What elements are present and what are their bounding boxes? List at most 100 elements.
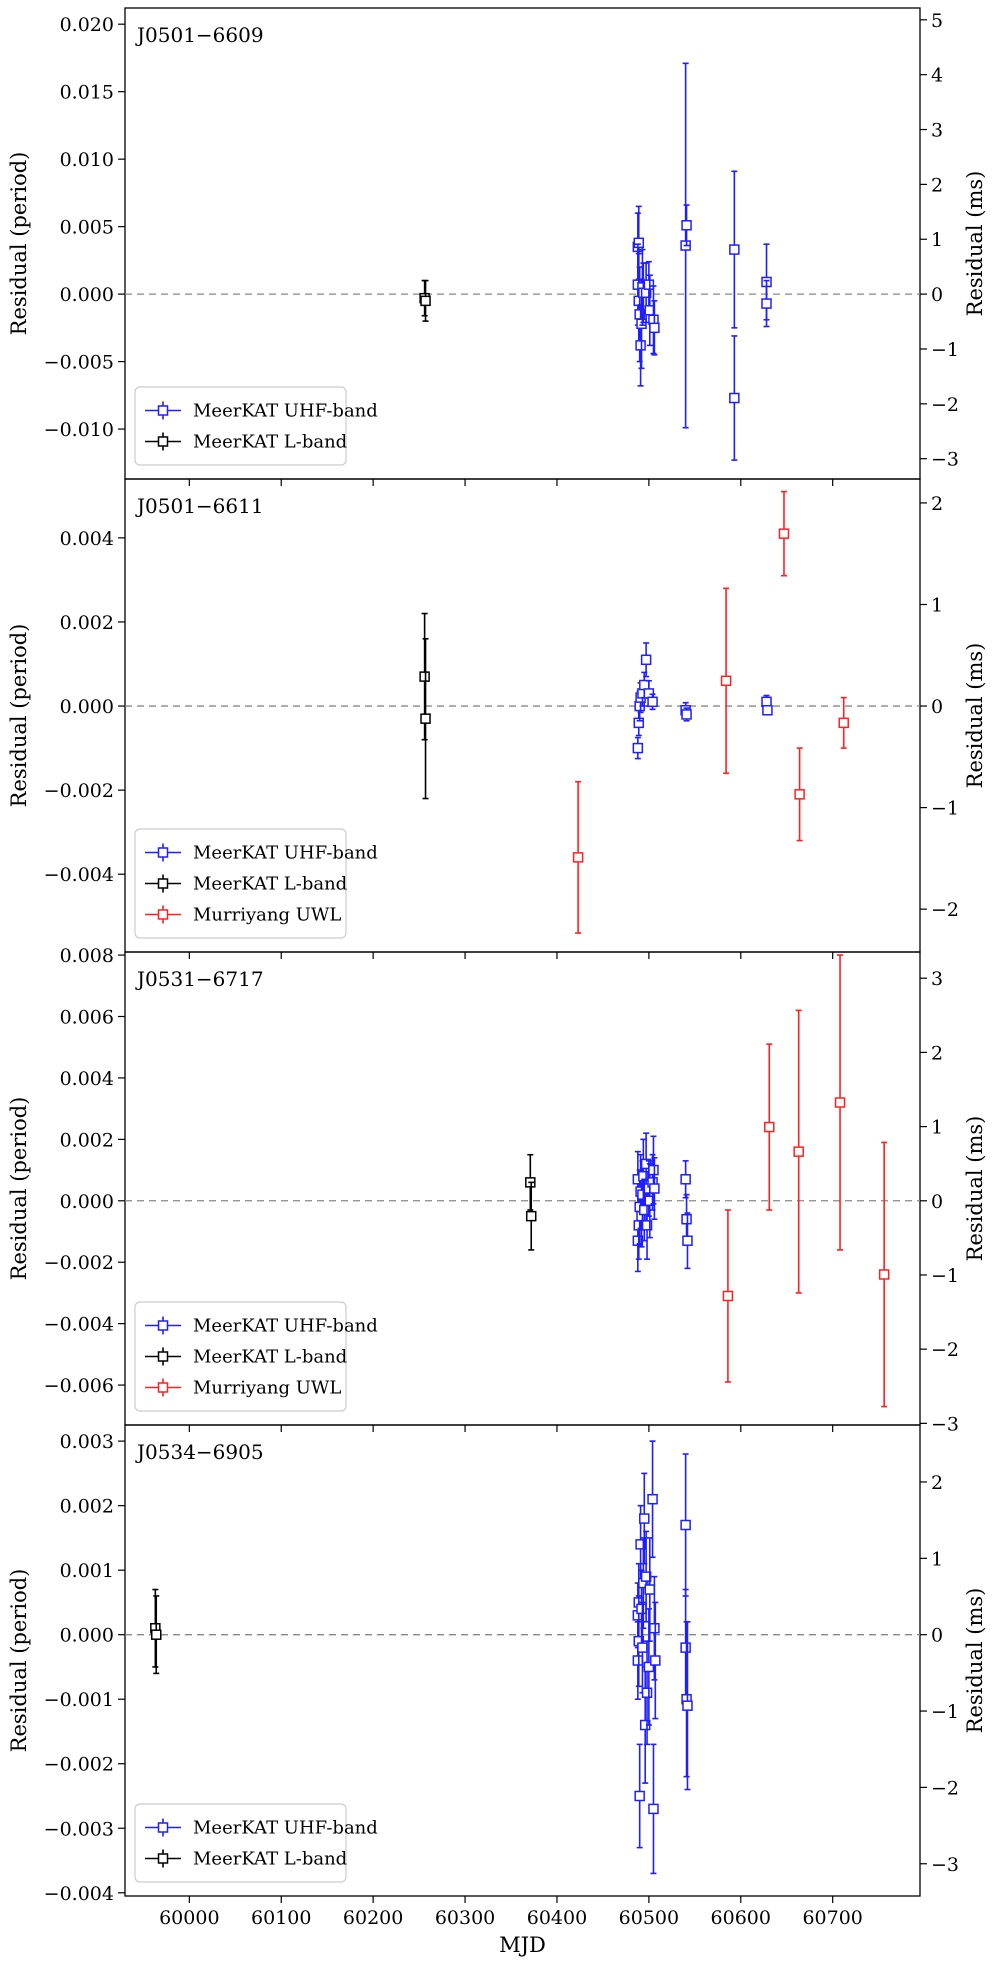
y-axis-label: Residual (period) — [7, 1569, 31, 1753]
data-marker — [641, 1687, 653, 1699]
right-tick-label: −3 — [931, 1854, 959, 1876]
data-marker — [420, 295, 431, 307]
data-marker — [636, 1603, 647, 1615]
data-marker — [634, 1790, 645, 1802]
right-tick-label: 4 — [931, 65, 943, 87]
data-point — [635, 304, 646, 387]
right-tick-label: −1 — [931, 1265, 959, 1287]
legend-label: MeerKAT L-band — [193, 432, 347, 453]
right-tick-label: −2 — [931, 394, 959, 416]
series-murriyang-uwl — [722, 954, 890, 1408]
right-tick-label: 1 — [931, 594, 943, 616]
y-tick-label: 0.008 — [60, 945, 114, 967]
legend-box — [134, 386, 347, 466]
data-marker — [647, 1493, 658, 1505]
legend-marker — [157, 847, 169, 858]
data-marker — [632, 742, 644, 754]
x-tick-label: 60700 — [802, 1907, 862, 1929]
y-tick-label: 0.003 — [60, 1431, 114, 1453]
data-marker — [647, 696, 658, 708]
series-meerkat-l-band — [419, 612, 431, 800]
y-tick-label: 0.004 — [60, 1068, 114, 1090]
legend-entry: MeerKAT L-band — [145, 874, 347, 895]
data-marker — [720, 675, 732, 687]
y-tick-label: −0.002 — [44, 1252, 114, 1274]
data-marker — [729, 244, 740, 255]
data-point — [643, 260, 655, 309]
right-tick-label: 1 — [931, 229, 943, 251]
data-marker — [648, 1164, 659, 1176]
right-tick-label: −2 — [931, 1777, 959, 1799]
legend-entry: MeerKAT L-band — [145, 1347, 347, 1368]
data-point — [729, 335, 740, 461]
legend-label: MeerKAT L-band — [193, 1347, 347, 1368]
y-tick-label: −0.002 — [44, 780, 114, 802]
legend-entry: Murriyang UWL — [145, 905, 341, 926]
series-murriyang-uwl — [572, 490, 849, 934]
legend-entry: MeerKAT UHF-band — [145, 843, 378, 864]
legend-label: MeerKAT UHF-band — [193, 401, 378, 422]
data-point — [762, 704, 773, 716]
y-tick-label: −0.004 — [44, 1883, 114, 1905]
data-point — [682, 1620, 693, 1791]
y-tick-label: 0.002 — [60, 1496, 114, 1518]
y-tick-label: −0.004 — [44, 1314, 114, 1336]
y-tick-label: 0.000 — [60, 1191, 114, 1213]
right-axis-label: Residual (ms) — [963, 643, 987, 789]
data-marker — [650, 1655, 661, 1666]
y-tick-label: 0.006 — [60, 1007, 114, 1029]
y-tick-label: −0.001 — [44, 1689, 114, 1711]
data-point — [682, 1212, 693, 1270]
series-meerkat-l-band — [419, 279, 431, 322]
data-marker — [637, 1642, 648, 1653]
legend-label: MeerKAT L-band — [193, 874, 347, 895]
data-marker — [794, 789, 805, 800]
data-marker — [761, 298, 772, 309]
data-marker — [644, 1584, 656, 1595]
data-point — [680, 1453, 691, 1597]
data-point — [680, 1160, 691, 1199]
data-marker — [729, 392, 740, 404]
legend-marker — [157, 1822, 169, 1833]
data-point — [681, 204, 692, 247]
data-point — [649, 300, 660, 356]
y-tick-label: 0.015 — [60, 82, 114, 104]
data-point — [420, 637, 431, 800]
data-marker — [639, 1513, 650, 1524]
series-meerkat-uhf-band — [632, 1440, 693, 1875]
data-point — [720, 587, 732, 775]
y-axis-label: Residual (period) — [7, 152, 31, 336]
right-tick-label: −2 — [931, 1339, 959, 1361]
data-marker — [632, 1655, 644, 1666]
legend-label: MeerKAT UHF-band — [193, 843, 378, 864]
data-marker — [878, 1269, 890, 1280]
data-marker — [640, 654, 652, 666]
data-point — [681, 707, 692, 722]
legend: MeerKAT UHF-band MeerKAT L-band Murriyang … — [134, 828, 378, 939]
data-point — [761, 279, 772, 328]
legend-marker — [157, 878, 169, 889]
data-point — [764, 1043, 775, 1211]
panel-frame — [124, 1424, 921, 1897]
legend-marker — [157, 909, 169, 920]
right-tick-label: 3 — [931, 120, 943, 142]
x-tick-label: 60200 — [343, 1907, 403, 1929]
y-tick-label: 0.002 — [60, 1129, 114, 1151]
right-tick-label: 0 — [931, 696, 943, 718]
pulsar-name: J0531−6717 — [135, 967, 264, 991]
data-point — [722, 1209, 734, 1383]
data-point — [834, 954, 846, 1251]
pulsar-name: J0501−6609 — [135, 23, 264, 47]
right-tick-label: 2 — [931, 493, 943, 515]
data-point — [150, 1595, 162, 1675]
data-marker — [420, 713, 431, 724]
data-point — [778, 490, 790, 577]
data-point — [633, 709, 645, 737]
data-point — [650, 1601, 661, 1720]
legend-marker — [157, 436, 169, 447]
right-tick-label: −3 — [931, 1413, 959, 1435]
y-axis-label: Residual (period) — [7, 624, 31, 808]
right-tick-label: 1 — [931, 1548, 943, 1570]
right-axis-label: Residual (ms) — [963, 1116, 987, 1262]
data-marker — [419, 671, 430, 682]
